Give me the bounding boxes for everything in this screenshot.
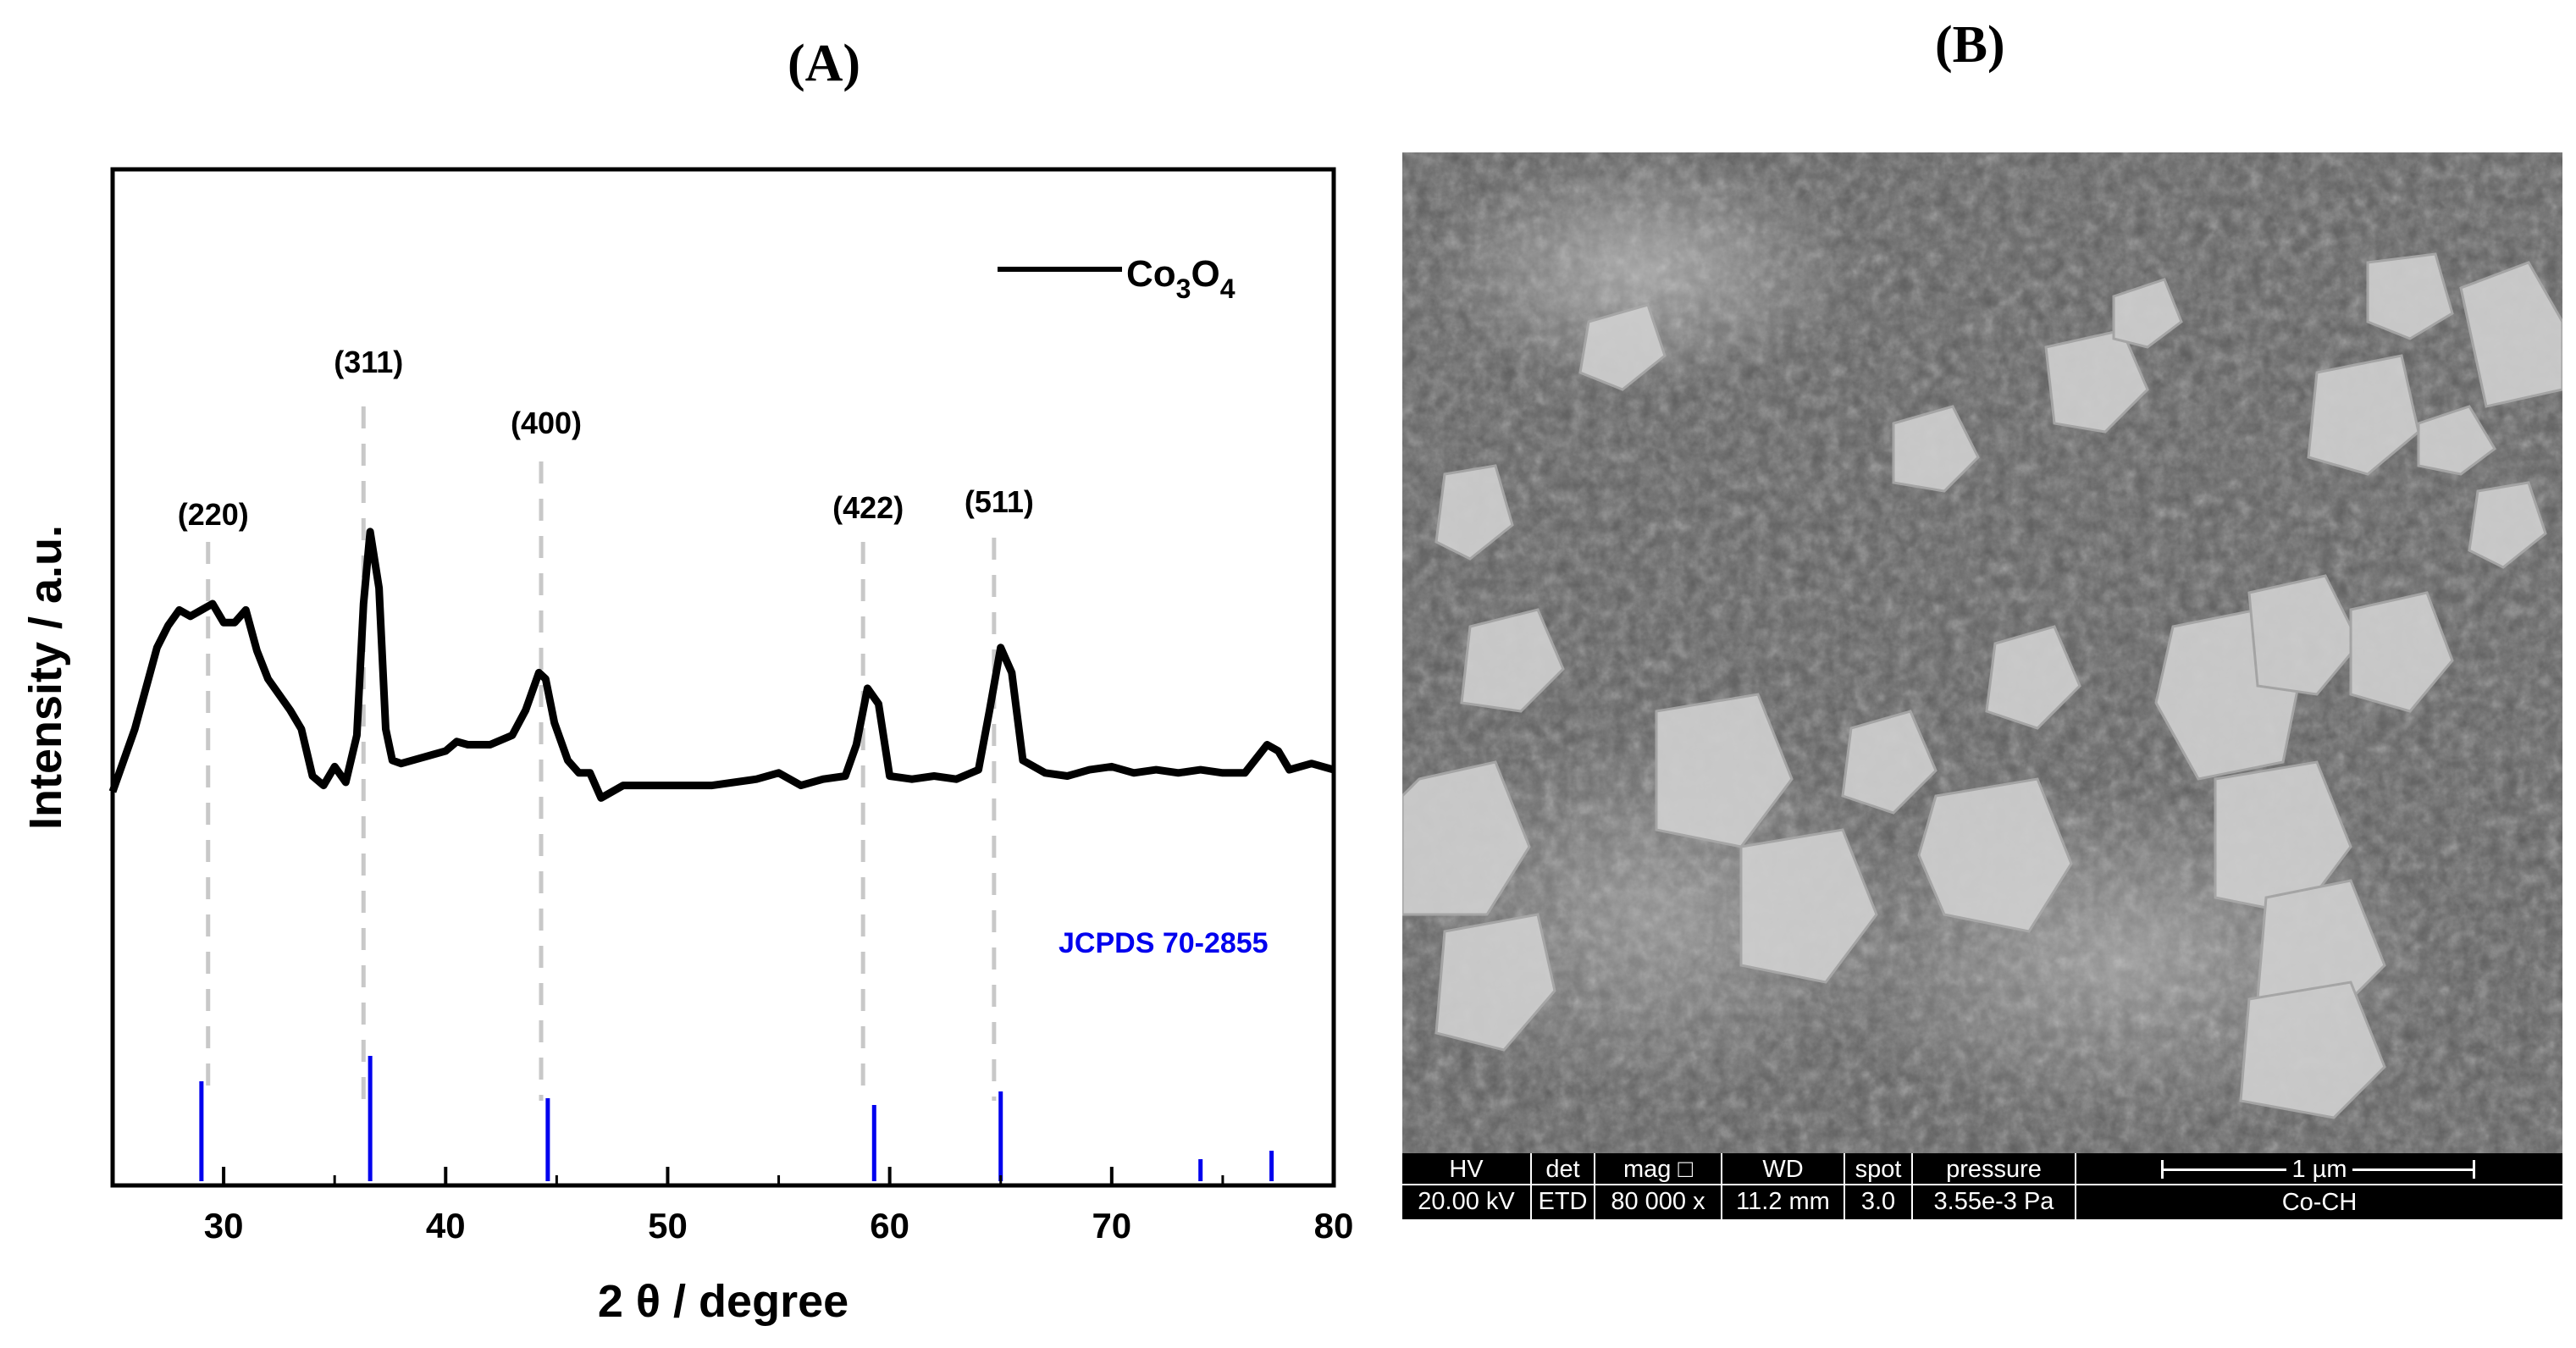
sem-field-key: WD <box>1722 1153 1844 1185</box>
y-axis-label: Intensity / a.u. <box>20 525 71 830</box>
x-tick-label: 30 <box>204 1206 244 1246</box>
peak-labels: (220) (311) (400) (422) (511) <box>178 345 1034 532</box>
sem-field-key: det <box>1532 1153 1594 1185</box>
panel-label-b: (B) <box>1935 16 2005 74</box>
panel-label-a: (A) <box>788 35 861 92</box>
sem-field-key: HV <box>1402 1153 1530 1185</box>
x-axis-ticks: 30 40 50 60 70 80 <box>111 1167 1354 1246</box>
sem-field-value: 11.2 mm <box>1736 1188 1830 1215</box>
sem-field-value: 3.0 <box>1860 1188 1896 1215</box>
reference-label: JCPDS 70-2855 <box>1059 927 1269 959</box>
sem-field-value: 80 000 x <box>1611 1188 1705 1215</box>
scale-label: 1 µm <box>2286 1156 2352 1183</box>
sem-field-value: ETD <box>1538 1188 1588 1215</box>
sem-field-key: pressure <box>1913 1153 2075 1185</box>
sample-label: Co-CH <box>2281 1189 2358 1216</box>
sem-field-mag: mag □ 80 000 x <box>1595 1153 1722 1219</box>
sem-field-wd: WD 11.2 mm <box>1722 1153 1845 1219</box>
sem-field-key: spot <box>1845 1153 1911 1185</box>
legend-entry: Co3O4 <box>1126 253 1235 304</box>
peak-guide-lines <box>206 406 997 1101</box>
x-tick-label: 80 <box>1314 1206 1354 1246</box>
sem-micrograph <box>1402 152 2562 1153</box>
sem-info-bar: HV 20.00 kV det ETD mag □ 80 000 x WD 11… <box>1402 1153 2562 1219</box>
sem-field-det: det ETD <box>1532 1153 1595 1219</box>
scale-bar-row: 1 µm <box>2076 1153 2562 1185</box>
x-axis-label: 2 θ / degree <box>598 1276 849 1327</box>
sem-field-hv: HV 20.00 kV <box>1402 1153 1532 1219</box>
sem-field-key: mag □ <box>1595 1153 1721 1185</box>
sem-field-value: 3.55e-3 Pa <box>1933 1188 2054 1215</box>
scale-tick-right <box>2473 1160 2475 1179</box>
reference-bars <box>199 1056 1274 1181</box>
x-tick-label: 40 <box>426 1206 466 1246</box>
sem-field-pressure: pressure 3.55e-3 Pa <box>1913 1153 2076 1219</box>
x-tick-label: 70 <box>1092 1206 1131 1246</box>
peak-label: (220) <box>178 497 249 532</box>
plot-frame <box>110 167 1336 1188</box>
series-line-co3o4 <box>108 528 1335 802</box>
sem-field-value: 20.00 kV <box>1418 1188 1515 1215</box>
peak-label: (422) <box>832 490 904 525</box>
sem-scale-bar: 1 µm Co-CH <box>2076 1153 2562 1219</box>
peak-label: (311) <box>334 345 403 379</box>
peak-label: (511) <box>965 484 1034 519</box>
x-tick-label: 50 <box>648 1206 688 1246</box>
sem-field-spot: spot 3.0 <box>1845 1153 1913 1219</box>
x-tick-label: 60 <box>870 1206 909 1246</box>
peak-label: (400) <box>511 406 582 440</box>
sem-image <box>1402 152 2562 1153</box>
scale-tick-left <box>2161 1160 2164 1179</box>
